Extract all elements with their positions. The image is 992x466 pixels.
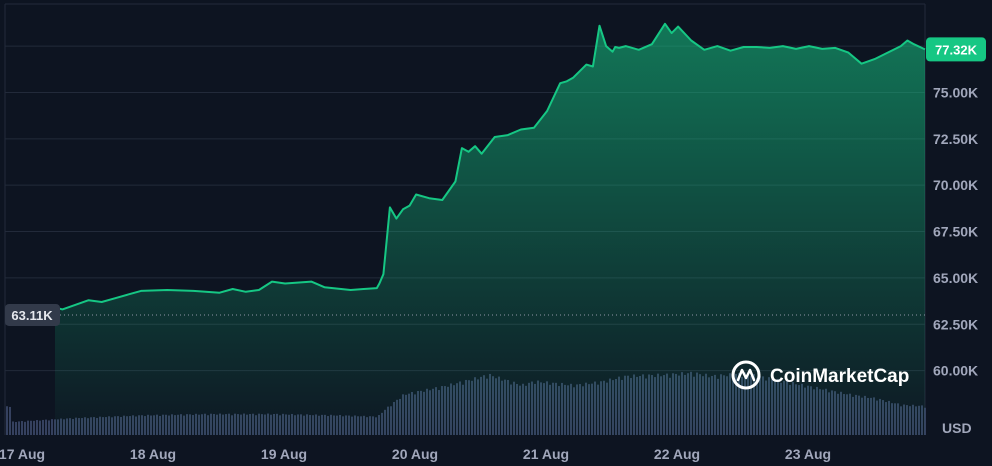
y-tick-label: 75.00K [933, 84, 978, 100]
y-tick-label: 72.50K [933, 131, 978, 147]
y-tick-label: 62.50K [933, 316, 978, 332]
x-tick-label: 23 Aug [785, 446, 831, 462]
current-price-badge: 77.32K [926, 37, 986, 62]
volume-bar [48, 420, 50, 435]
volume-bar [24, 421, 26, 435]
x-tick-label: 17 Aug [0, 446, 45, 462]
volume-bar [27, 420, 29, 435]
x-tick-label: 19 Aug [261, 446, 307, 462]
volume-bar [42, 419, 44, 435]
y-tick-label: 67.50K [933, 224, 978, 240]
volume-bar [51, 419, 53, 435]
current-price-label: 77.32K [935, 42, 978, 57]
coinmarketcap-watermark: CoinMarketCap [731, 360, 909, 390]
y-tick-label: 70.00K [933, 177, 978, 193]
price-area [23, 23, 926, 436]
volume-bar [36, 420, 38, 435]
y-tick-label: 60.00K [933, 363, 978, 379]
x-tick-label: 20 Aug [392, 446, 438, 462]
x-tick-label: 18 Aug [130, 446, 176, 462]
x-axis-ticks: 17 Aug 18 Aug 19 Aug 20 Aug 21 Aug 22 Aug 23 A… [0, 446, 831, 462]
price-line-layer [22, 22, 926, 314]
start-price-label: 63.11K [11, 308, 53, 323]
volume-bar [6, 406, 8, 435]
volume-bar [39, 420, 41, 435]
price-area-fill [23, 23, 926, 436]
volume-bar [9, 406, 11, 435]
watermark-text: CoinMarketCap [770, 366, 909, 387]
price-line [22, 22, 926, 314]
y-tick-label: 65.00K [933, 270, 978, 286]
start-marker: 63.11K [5, 303, 925, 326]
x-tick-label: 22 Aug [654, 446, 700, 462]
volume-bar [18, 421, 20, 435]
volume-bar [30, 420, 32, 435]
start-price-badge [5, 303, 60, 326]
volume-bar [12, 421, 14, 435]
volume-bar [15, 421, 17, 435]
coinmarketcap-logo-icon [731, 360, 761, 390]
x-tick-label: 21 Aug [523, 446, 569, 462]
volume-bar [33, 420, 35, 435]
y-axis-ticks: 60.00K 62.50K 65.00K 67.50K 70.00K 72.50K 75.0… [933, 84, 978, 378]
volume-bar [45, 419, 47, 435]
volume-bar [21, 421, 23, 435]
y-unit-label: USD [942, 420, 972, 436]
